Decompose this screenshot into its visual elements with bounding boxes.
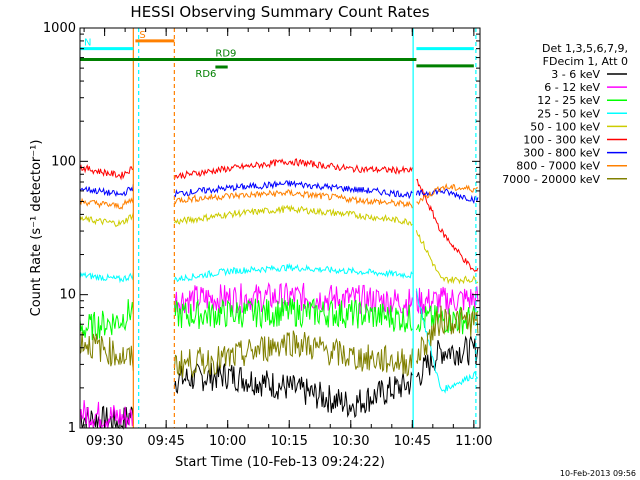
legend: Det 1,3,5,6,7,9,FDecim 1, Att 03 - 6 keV… <box>502 42 628 186</box>
legend-label: 3 - 6 keV <box>551 68 600 81</box>
legend-label: 50 - 100 keV <box>530 120 600 133</box>
annotation-label: S <box>139 30 145 41</box>
x-tick-label: 09:45 <box>147 434 184 449</box>
legend-label: 800 - 7000 keV <box>516 160 600 173</box>
x-tick-label: 09:30 <box>86 434 123 449</box>
x-tick-label: 10:00 <box>209 434 246 449</box>
y-tick-label: 10 <box>59 288 76 303</box>
x-tick-label: 10:45 <box>394 434 431 449</box>
x-tick-label: 10:30 <box>332 434 369 449</box>
x-axis-label: Start Time (10-Feb-13 09:24:22) <box>175 455 385 470</box>
series-line <box>79 297 479 341</box>
y-tick-label: 1000 <box>43 21 76 36</box>
legend-label: 12 - 25 keV <box>537 94 600 107</box>
series-line <box>79 158 479 273</box>
series-line <box>79 305 479 379</box>
annotation-label: RD6 <box>195 69 216 80</box>
plot-frame <box>79 27 481 429</box>
legend-header-line: Det 1,3,5,6,7,9, <box>542 42 628 55</box>
series-line <box>79 282 479 429</box>
y-axis-label: Count Rate (s⁻¹ detector⁻¹) <box>29 140 44 317</box>
annotation-label: N <box>84 38 91 49</box>
series-line <box>79 262 478 394</box>
legend-label: 100 - 300 keV <box>523 134 600 147</box>
series-line <box>79 179 479 204</box>
footer-date: 10-Feb-2013 09:56 <box>560 469 636 478</box>
plot-area: S N RD9 RD6 <box>79 28 479 430</box>
y-axis: 1 10 100 1000 <box>43 21 480 436</box>
legend-label: 6 - 12 keV <box>544 81 600 94</box>
legend-header-line: FDecim 1, Att 0 <box>543 55 628 68</box>
x-tick-label: 11:00 <box>455 434 492 449</box>
series-line <box>79 182 479 210</box>
chart-title: HESSI Observing Summary Count Rates <box>130 3 429 21</box>
y-tick-label: 100 <box>51 154 76 169</box>
legend-label: 25 - 50 keV <box>537 107 600 120</box>
x-tick-label: 10:15 <box>270 434 307 449</box>
x-axis: 09:30 09:45 10:00 10:15 10:30 10:45 11:00 <box>83 28 493 449</box>
legend-label: 7000 - 20000 keV <box>502 173 600 186</box>
series-line <box>79 204 479 285</box>
legend-label: 300 - 800 keV <box>523 147 600 160</box>
y-tick-label: 1 <box>68 421 76 436</box>
annotation-label: RD9 <box>215 49 236 60</box>
